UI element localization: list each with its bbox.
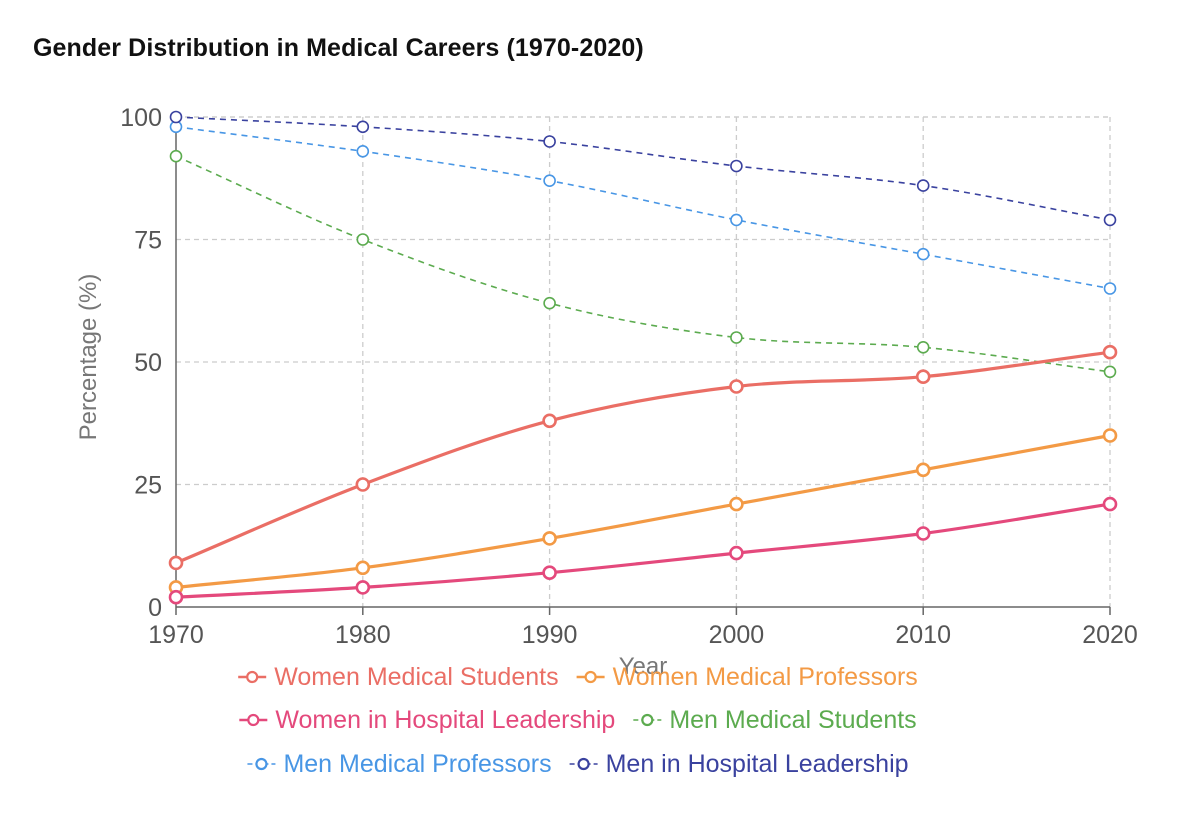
data-point[interactable] <box>729 545 744 561</box>
data-point[interactable] <box>916 179 930 192</box>
y-tick-label: 0 <box>148 594 162 622</box>
legend-marker <box>641 713 654 727</box>
data-point[interactable] <box>356 145 370 158</box>
data-point[interactable] <box>730 331 743 344</box>
data-point[interactable] <box>916 340 930 354</box>
data-point[interactable] <box>916 247 930 261</box>
legend-item[interactable]: Men in Hospital Leadership <box>569 750 909 778</box>
data-point[interactable] <box>542 531 557 546</box>
data-point[interactable] <box>543 135 556 148</box>
data-point[interactable] <box>915 526 931 541</box>
data-point[interactable] <box>355 477 371 492</box>
legend-item[interactable]: Men Medical Professors <box>247 750 552 778</box>
legend-item[interactable]: Women Medical Students <box>238 663 559 691</box>
series-layer <box>168 110 1118 605</box>
data-point[interactable] <box>355 560 371 576</box>
series-line-men-medical-professors <box>175 126 1111 290</box>
series-men-medical-students <box>169 149 1117 379</box>
data-point[interactable] <box>542 413 557 429</box>
grid <box>176 116 1111 607</box>
legend-label: Women in Hospital Leadership <box>275 706 615 734</box>
y-tick-label: 25 <box>134 472 162 500</box>
x-tick-label: 1980 <box>335 621 391 649</box>
x-tick-label: 1970 <box>148 621 204 649</box>
data-point[interactable] <box>543 174 556 187</box>
legend-label: Men Medical Students <box>669 706 916 734</box>
data-point[interactable] <box>730 213 743 227</box>
data-point[interactable] <box>542 565 557 581</box>
y-tick-label: 50 <box>134 349 162 377</box>
legend-item[interactable]: Men Medical Students <box>633 706 917 734</box>
data-point[interactable] <box>169 149 183 163</box>
data-point[interactable] <box>169 110 183 124</box>
legend-label: Women Medical Students <box>274 663 558 691</box>
legend-label: Women Medical Professors <box>613 663 918 691</box>
data-point[interactable] <box>1102 344 1118 360</box>
x-axis-title: Year <box>619 653 668 680</box>
data-point[interactable] <box>356 233 370 246</box>
y-tick-label: 75 <box>134 227 162 255</box>
series-line-women-medical-students <box>175 350 1111 565</box>
series-women-in-hospital-leadership <box>168 496 1118 605</box>
data-point[interactable] <box>730 159 743 173</box>
chart-title: Gender Distribution in Medical Careers (… <box>33 34 644 62</box>
data-point[interactable] <box>1103 213 1117 227</box>
x-tick-label: 2000 <box>709 621 765 649</box>
legend-marker <box>255 757 268 771</box>
legend-marker <box>577 757 590 771</box>
data-point[interactable] <box>355 580 371 595</box>
data-point[interactable] <box>168 589 184 605</box>
data-point[interactable] <box>1103 282 1117 295</box>
data-point[interactable] <box>729 379 744 394</box>
series-line-men-in-hospital-leadership <box>175 116 1111 221</box>
series-line-women-medical-professors <box>175 433 1111 589</box>
x-tick-label: 1990 <box>522 621 578 649</box>
data-point[interactable] <box>543 296 556 310</box>
legend-marker <box>247 713 260 727</box>
series-men-in-hospital-leadership <box>169 110 1117 227</box>
legend-label: Men Medical Professors <box>283 750 551 778</box>
data-point[interactable] <box>729 496 744 512</box>
axes: 0 25 50 75 100 1970 1980 1990 2000 2010 2020 Percen… <box>75 104 1138 680</box>
series-line-men-medical-students <box>175 155 1111 373</box>
legend-marker <box>246 670 259 684</box>
data-point[interactable] <box>915 462 931 478</box>
x-tick-label: 2020 <box>1082 621 1138 649</box>
data-point[interactable] <box>915 369 931 385</box>
legend: Women Medical Students Women Medical Prof… <box>238 663 918 778</box>
series-women-medical-professors <box>168 428 1118 595</box>
data-point[interactable] <box>356 120 370 134</box>
legend-marker <box>584 670 597 684</box>
y-axis-title: Percentage (%) <box>75 274 102 441</box>
legend-item[interactable]: Women in Hospital Leadership <box>239 706 615 734</box>
data-point[interactable] <box>168 555 184 571</box>
legend-label: Men in Hospital Leadership <box>606 750 909 778</box>
data-point[interactable] <box>1103 365 1117 379</box>
data-point[interactable] <box>1102 496 1118 512</box>
data-point[interactable] <box>1102 428 1118 443</box>
series-men-medical-professors <box>169 120 1117 295</box>
y-tick-label: 100 <box>120 104 162 132</box>
x-tick-label: 2010 <box>895 621 951 649</box>
legend-item[interactable]: Women Medical Professors <box>576 663 918 691</box>
series-line-women-in-hospital-leadership <box>175 502 1111 599</box>
series-women-medical-students <box>168 344 1118 571</box>
